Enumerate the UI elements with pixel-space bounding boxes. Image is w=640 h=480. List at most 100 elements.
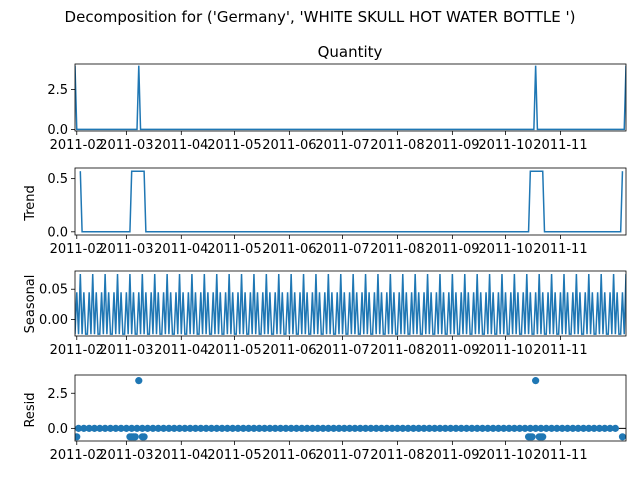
ytick-label: 0.5 xyxy=(47,172,68,187)
resid-point xyxy=(106,424,115,432)
xtick-label: 2011-07 xyxy=(315,138,369,153)
resid-point xyxy=(218,424,226,432)
xtick-label: 2011-07 xyxy=(315,242,369,257)
resid-point xyxy=(85,424,93,432)
resid-point xyxy=(500,424,508,432)
resid-point xyxy=(528,433,536,441)
series-line-seasonal xyxy=(75,274,626,335)
resid-point xyxy=(308,424,317,432)
xtick-label: 2011-10 xyxy=(478,448,532,463)
resid-point xyxy=(330,424,338,432)
resid-point xyxy=(282,424,290,432)
resid-point xyxy=(159,424,168,432)
resid-point xyxy=(420,424,428,432)
resid-point xyxy=(255,424,263,432)
panel-title-quantity: Quantity xyxy=(318,43,383,61)
xtick-label: 2011-07 xyxy=(315,343,369,358)
xtick-label: 2011-03 xyxy=(99,138,153,153)
resid-point xyxy=(388,424,396,432)
xtick-label: 2011-11 xyxy=(533,242,587,257)
resid-point xyxy=(457,424,465,432)
resid-point xyxy=(138,424,146,432)
resid-point xyxy=(207,424,216,432)
resid-point xyxy=(351,424,359,432)
resid-point xyxy=(117,424,125,432)
resid-point xyxy=(149,424,157,432)
xtick-label: 2011-05 xyxy=(207,242,261,257)
resid-point xyxy=(292,424,301,432)
resid-point xyxy=(468,424,476,432)
xtick-label: 2011-11 xyxy=(533,138,587,153)
ytick-label: 0.00 xyxy=(39,313,68,328)
xtick-label: 2011-06 xyxy=(262,138,316,153)
series-line-trend xyxy=(79,170,624,233)
resid-point xyxy=(319,424,327,432)
xtick-label: 2011-03 xyxy=(99,343,153,358)
axes-frame-seasonal xyxy=(74,270,627,337)
resid-point xyxy=(181,424,189,432)
resid-point xyxy=(494,424,503,432)
resid-point xyxy=(175,424,184,432)
ytick-label: 2.5 xyxy=(47,387,68,402)
resid-point xyxy=(346,424,354,432)
resid-point xyxy=(133,424,141,432)
xtick-label: 2011-04 xyxy=(154,448,208,463)
resid-point xyxy=(314,424,322,432)
resid-point xyxy=(135,377,143,385)
resid-point xyxy=(186,424,194,432)
resid-point xyxy=(393,424,402,432)
resid-point xyxy=(505,424,513,432)
resid-point xyxy=(537,424,545,432)
resid-point xyxy=(223,424,231,432)
resid-point xyxy=(553,424,561,432)
resid-point xyxy=(239,424,247,432)
resid-point xyxy=(234,424,242,432)
series-resid xyxy=(75,377,626,441)
resid-point xyxy=(590,424,598,432)
resid-point xyxy=(101,424,109,432)
resid-point xyxy=(154,424,162,432)
xtick-label: 2011-08 xyxy=(370,448,424,463)
axes-frame-resid xyxy=(74,374,627,442)
resid-point xyxy=(431,424,439,432)
resid-point xyxy=(202,424,210,432)
resid-point xyxy=(377,424,386,432)
xtick-label: 2011-09 xyxy=(425,343,479,358)
resid-point xyxy=(489,424,497,432)
resid-point xyxy=(271,424,279,432)
resid-point xyxy=(260,424,269,432)
resid-point xyxy=(574,424,582,432)
xtick-label: 2011-03 xyxy=(99,242,153,257)
resid-point xyxy=(75,424,83,432)
xtick-label: 2011-04 xyxy=(154,343,208,358)
series-line-quantity xyxy=(75,65,626,131)
resid-point xyxy=(447,424,455,432)
resid-point xyxy=(90,424,99,432)
resid-point xyxy=(75,433,81,441)
ytick-label: 0.0 xyxy=(47,225,68,240)
resid-point xyxy=(404,424,412,432)
resid-point xyxy=(563,424,572,432)
resid-point xyxy=(165,424,173,432)
resid-point xyxy=(547,424,556,432)
resid-point xyxy=(569,424,577,432)
resid-point xyxy=(303,424,311,432)
resid-point xyxy=(383,424,391,432)
xtick-label: 2011-05 xyxy=(207,138,261,153)
resid-point xyxy=(542,424,550,432)
ylabel-trend: Trend xyxy=(23,185,38,222)
resid-point xyxy=(462,424,471,432)
series-quantity xyxy=(75,65,626,131)
resid-point xyxy=(532,377,540,385)
xtick-label: 2011-06 xyxy=(262,343,316,358)
xtick-label: 2011-02 xyxy=(50,343,104,358)
resid-point xyxy=(441,424,449,432)
ytick-label: 0.0 xyxy=(47,422,68,437)
resid-point xyxy=(197,424,205,432)
xtick-label: 2011-10 xyxy=(478,343,532,358)
xtick-label: 2011-09 xyxy=(425,138,479,153)
